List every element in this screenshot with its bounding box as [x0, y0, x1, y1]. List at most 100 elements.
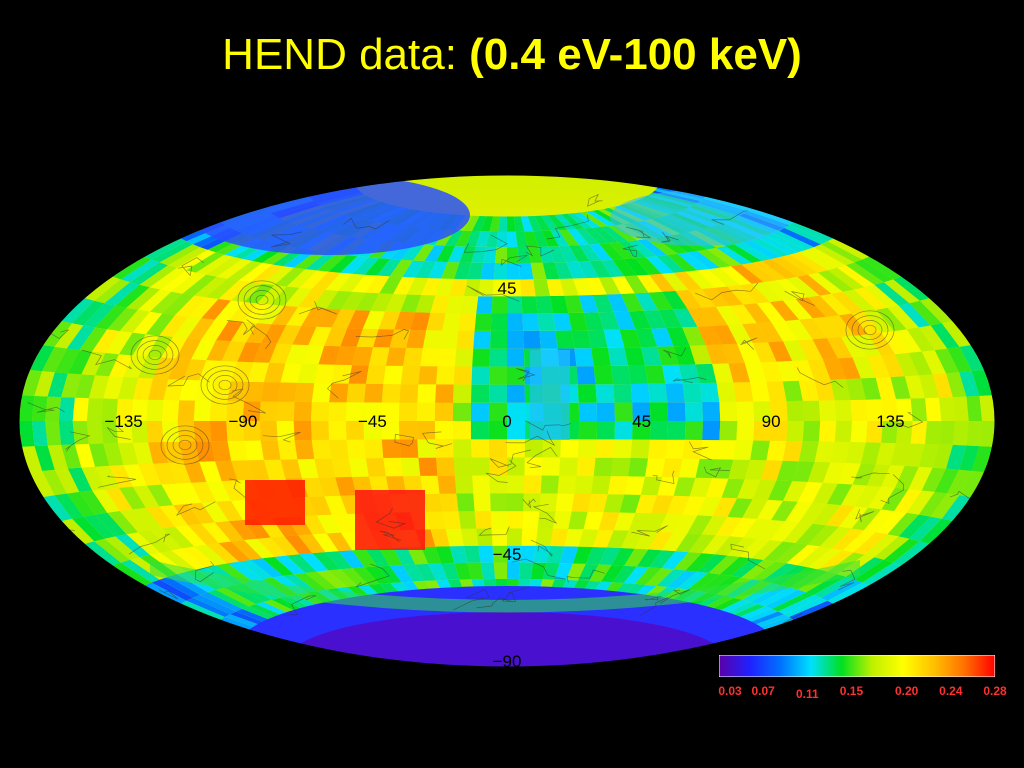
data-tile — [559, 457, 578, 476]
data-tile — [461, 528, 479, 546]
data-tile — [797, 481, 823, 503]
data-tile — [168, 462, 192, 484]
terrain-contour — [355, 563, 390, 588]
data-tile — [763, 541, 796, 562]
data-tile — [898, 303, 931, 328]
data-tile — [453, 384, 472, 403]
data-tile — [352, 274, 378, 293]
data-tile — [299, 270, 329, 289]
data-tile — [881, 421, 898, 444]
data-tile — [301, 345, 325, 365]
data-tile — [649, 421, 669, 440]
data-tile — [770, 421, 788, 441]
data-tile — [29, 345, 55, 372]
data-tile — [445, 295, 464, 314]
data-tile — [489, 439, 507, 458]
data-tile — [206, 278, 239, 299]
data-tile — [298, 534, 326, 554]
terrain-contour — [511, 558, 567, 580]
data-tile — [665, 383, 685, 403]
data-tile — [478, 545, 494, 563]
data-tile — [401, 243, 425, 261]
data-tile — [188, 297, 219, 319]
data-tile — [596, 421, 615, 440]
data-tile — [139, 265, 177, 288]
data-tile — [159, 315, 188, 337]
data-tile — [524, 457, 543, 476]
data-tile — [163, 441, 184, 463]
data-tile — [19, 395, 35, 421]
data-tile — [904, 375, 926, 399]
data-tile — [173, 316, 202, 339]
data-tile — [298, 288, 326, 308]
data-tile — [574, 212, 601, 228]
data-tile — [381, 439, 401, 458]
data-tile — [453, 457, 473, 476]
data-tile — [716, 440, 737, 460]
data-tile — [673, 514, 698, 534]
terrain-contour — [283, 595, 317, 616]
data-tile — [775, 278, 808, 299]
data-tile — [463, 279, 481, 297]
data-tile — [842, 530, 876, 553]
data-tile — [352, 257, 380, 275]
data-tile — [712, 363, 734, 383]
data-tile — [586, 210, 616, 227]
data-tile — [896, 421, 913, 444]
data-tile — [74, 374, 96, 399]
data-tile — [786, 276, 820, 298]
colorbar-tick-label: 0.20 — [894, 684, 919, 698]
terrain-contour — [566, 569, 605, 583]
data-tile — [716, 382, 737, 402]
data-tile — [294, 382, 315, 402]
data-tile — [635, 494, 658, 514]
data-tile — [162, 293, 195, 316]
data-tile — [971, 446, 993, 473]
terrain-contour — [500, 254, 528, 267]
data-tile — [338, 273, 365, 292]
data-tile — [752, 479, 777, 500]
data-tile — [61, 518, 95, 544]
data-tile — [364, 439, 384, 459]
data-tile — [598, 547, 621, 565]
data-tile — [864, 509, 895, 533]
data-tile — [406, 329, 427, 349]
data-tile — [606, 530, 629, 548]
data-tile — [715, 516, 743, 537]
data-tile — [595, 439, 615, 458]
data-tile — [228, 520, 258, 540]
data-tile — [187, 318, 215, 340]
data-tile — [727, 498, 753, 518]
data-tile — [865, 399, 883, 421]
data-tile — [435, 384, 454, 403]
data-tile — [45, 421, 62, 446]
data-tile — [611, 276, 635, 294]
data-tile — [31, 421, 48, 447]
data-tile — [780, 254, 818, 275]
data-tile — [132, 485, 160, 508]
data-tile — [488, 421, 507, 440]
data-tile — [81, 351, 106, 376]
data-tile — [592, 294, 614, 313]
data-tile — [471, 384, 490, 403]
data-tile — [695, 458, 717, 479]
data-tile — [47, 372, 68, 398]
data-tile — [355, 292, 380, 311]
data-tile — [301, 515, 327, 535]
data-tile — [867, 464, 891, 487]
data-tile — [619, 494, 641, 513]
data-tile — [520, 279, 536, 297]
data-tile — [539, 493, 558, 512]
data-tile — [325, 272, 353, 291]
data-tile — [864, 284, 899, 308]
data-tile — [480, 262, 496, 280]
data-tile — [959, 470, 985, 497]
data-tile — [939, 397, 956, 421]
data-tile — [47, 444, 68, 470]
data-tile — [906, 490, 935, 515]
data-tile — [875, 442, 896, 465]
data-tile — [934, 468, 960, 494]
data-tile — [610, 457, 631, 477]
data-tile — [206, 340, 231, 361]
data-tile — [831, 528, 864, 551]
